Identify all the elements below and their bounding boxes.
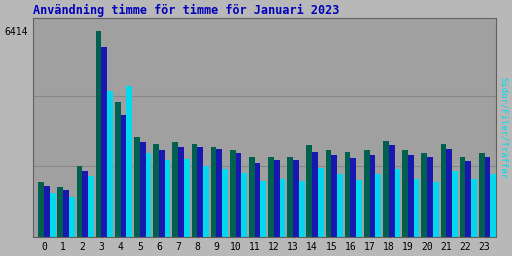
Bar — [57, 187, 63, 237]
Bar — [375, 174, 381, 237]
Bar — [153, 144, 159, 237]
Bar — [50, 193, 55, 237]
Bar — [331, 155, 337, 237]
Bar — [44, 186, 50, 237]
Bar — [446, 148, 452, 237]
Bar — [126, 86, 132, 237]
Bar — [306, 145, 312, 237]
Bar — [356, 180, 362, 237]
Bar — [101, 47, 107, 237]
Bar — [121, 115, 126, 237]
Bar — [178, 147, 184, 237]
Bar — [440, 144, 446, 237]
Bar — [197, 147, 203, 237]
Bar — [145, 153, 151, 237]
Bar — [395, 169, 400, 237]
Bar — [96, 31, 101, 237]
Bar — [370, 155, 375, 237]
Bar — [140, 142, 145, 237]
Bar — [217, 148, 222, 237]
Bar — [280, 179, 285, 237]
Bar — [427, 157, 433, 237]
Bar — [345, 152, 351, 237]
Bar — [460, 157, 465, 237]
Bar — [452, 171, 458, 237]
Bar — [203, 166, 209, 237]
Bar — [337, 174, 343, 237]
Bar — [402, 150, 408, 237]
Bar — [191, 144, 197, 237]
Bar — [184, 159, 189, 237]
Bar — [38, 182, 44, 237]
Bar — [433, 182, 439, 237]
Bar — [236, 153, 241, 237]
Bar — [274, 161, 280, 237]
Bar — [268, 157, 274, 237]
Bar — [389, 145, 395, 237]
Bar — [107, 91, 113, 237]
Bar — [351, 158, 356, 237]
Bar — [254, 163, 261, 237]
Bar — [414, 179, 419, 237]
Bar — [421, 153, 427, 237]
Bar — [134, 137, 140, 237]
Bar — [408, 155, 414, 237]
Bar — [318, 168, 324, 237]
Bar — [364, 150, 370, 237]
Bar — [249, 157, 254, 237]
Bar — [490, 174, 496, 237]
Bar — [210, 147, 217, 237]
Bar — [465, 161, 471, 237]
Bar — [299, 181, 305, 237]
Bar — [287, 157, 293, 237]
Bar — [326, 150, 331, 237]
Bar — [165, 160, 170, 237]
Bar — [383, 141, 389, 237]
Bar — [222, 169, 228, 237]
Y-axis label: Sidor/Filer/Träffar: Sidor/Filer/Träffar — [499, 77, 508, 179]
Bar — [261, 181, 266, 237]
Bar — [63, 190, 69, 237]
Bar — [69, 197, 75, 237]
Text: Användning timme för timme för Januari 2023: Användning timme för timme för Januari 2… — [33, 4, 339, 17]
Bar — [88, 176, 94, 237]
Bar — [471, 179, 477, 237]
Bar — [82, 171, 88, 237]
Bar — [293, 161, 299, 237]
Bar — [241, 173, 247, 237]
Bar — [173, 142, 178, 237]
Bar — [159, 150, 165, 237]
Bar — [115, 102, 121, 237]
Bar — [230, 150, 236, 237]
Bar — [484, 157, 490, 237]
Bar — [312, 152, 318, 237]
Bar — [479, 153, 484, 237]
Bar — [77, 166, 82, 237]
